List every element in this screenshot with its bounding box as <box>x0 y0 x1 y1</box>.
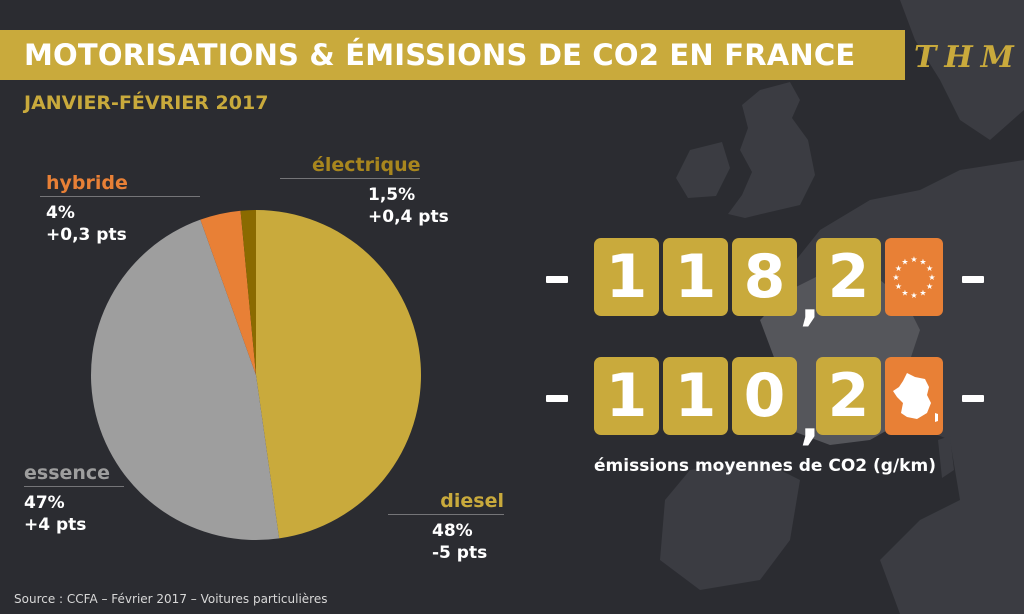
eu-flag-icon: ★ ★ ★ ★ ★ ★ ★ ★ ★ ★ ★ ★ <box>885 238 943 316</box>
digit-france-2: 1 <box>663 357 728 435</box>
brand-logo: THM <box>914 40 1022 75</box>
iberia-shape <box>660 460 800 590</box>
emissions-caption: émissions moyennes de CO2 (g/km) <box>594 456 936 476</box>
emissions-row-france: 1 1 0 , 2 <box>542 357 1002 447</box>
france-map-icon <box>885 357 943 435</box>
label-essence: essence 47% +4 pts <box>24 462 110 536</box>
digit-europe-2: 1 <box>663 238 728 316</box>
label-diesel-change: -5 pts <box>432 543 488 563</box>
eu-star-icon: ★ <box>926 282 933 291</box>
label-essence-value: 47% <box>24 493 65 513</box>
eu-star-icon: ★ <box>901 289 908 298</box>
digit-france-3: 0 <box>732 357 797 435</box>
pie-slice-3 <box>240 210 256 375</box>
eu-star-icon: ★ <box>910 255 917 264</box>
leader-diesel <box>388 514 504 515</box>
eu-star-icon: ★ <box>895 282 902 291</box>
ireland-shape <box>676 142 730 198</box>
label-hybride-name: hybride <box>46 172 128 194</box>
eu-star-icon: ★ <box>901 257 908 266</box>
label-electrique: électrique 1,5% +0,4 pts <box>312 154 449 228</box>
title-band <box>0 30 905 80</box>
digit-europe-1: 1 <box>594 238 659 316</box>
label-diesel-name: diesel <box>440 490 504 512</box>
corsica-shape <box>938 436 954 478</box>
label-diesel-value: 48% <box>432 521 473 541</box>
label-hybride-change: +0,3 pts <box>46 225 127 245</box>
page-title: MOTORISATIONS & ÉMISSIONS DE CO2 EN FRAN… <box>24 38 856 72</box>
dash-right <box>962 276 984 283</box>
label-essence-name: essence <box>24 462 111 484</box>
scandinavia-shape <box>900 0 1024 140</box>
label-electrique-change: +0,4 pts <box>368 207 449 227</box>
digit-europe-4: 2 <box>816 238 881 316</box>
digit-france-1: 1 <box>594 357 659 435</box>
decimal-comma: , <box>800 391 820 451</box>
label-essence-change: +4 pts <box>24 515 87 535</box>
decimal-comma: , <box>800 272 820 332</box>
label-hybride: hybride 4% +0,3 pts <box>46 172 128 246</box>
source-note: Source : CCFA – Février 2017 – Voitures … <box>14 592 328 606</box>
dash-right <box>962 395 984 402</box>
label-electrique-value: 1,5% <box>368 185 416 205</box>
dash-left <box>546 276 568 283</box>
eu-star-icon: ★ <box>892 273 899 282</box>
pie-slice-0 <box>256 210 421 539</box>
page-subtitle: JANVIER-FÉVRIER 2017 <box>24 92 269 114</box>
leader-hybride <box>40 196 200 197</box>
digit-france-4: 2 <box>816 357 881 435</box>
dash-left <box>546 395 568 402</box>
pie-slice-2 <box>200 210 256 375</box>
leader-electrique <box>280 178 420 179</box>
label-electrique-name: électrique <box>312 154 421 176</box>
pie-slice-1 <box>90 219 280 541</box>
eu-star-icon: ★ <box>910 291 917 300</box>
leader-essence <box>24 486 124 487</box>
eu-star-icon: ★ <box>926 264 933 273</box>
eu-star-icon: ★ <box>928 273 935 282</box>
label-hybride-value: 4% <box>46 203 75 223</box>
emissions-row-europe: 1 1 8 , 2 ★ ★ ★ ★ ★ ★ ★ ★ ★ ★ ★ ★ <box>542 238 1002 328</box>
label-diesel: diesel 48% -5 pts <box>420 490 504 564</box>
eu-star-icon: ★ <box>895 264 902 273</box>
eu-star-icon: ★ <box>919 257 926 266</box>
eu-star-icon: ★ <box>919 289 926 298</box>
digit-europe-3: 8 <box>732 238 797 316</box>
uk-shape <box>728 82 815 218</box>
